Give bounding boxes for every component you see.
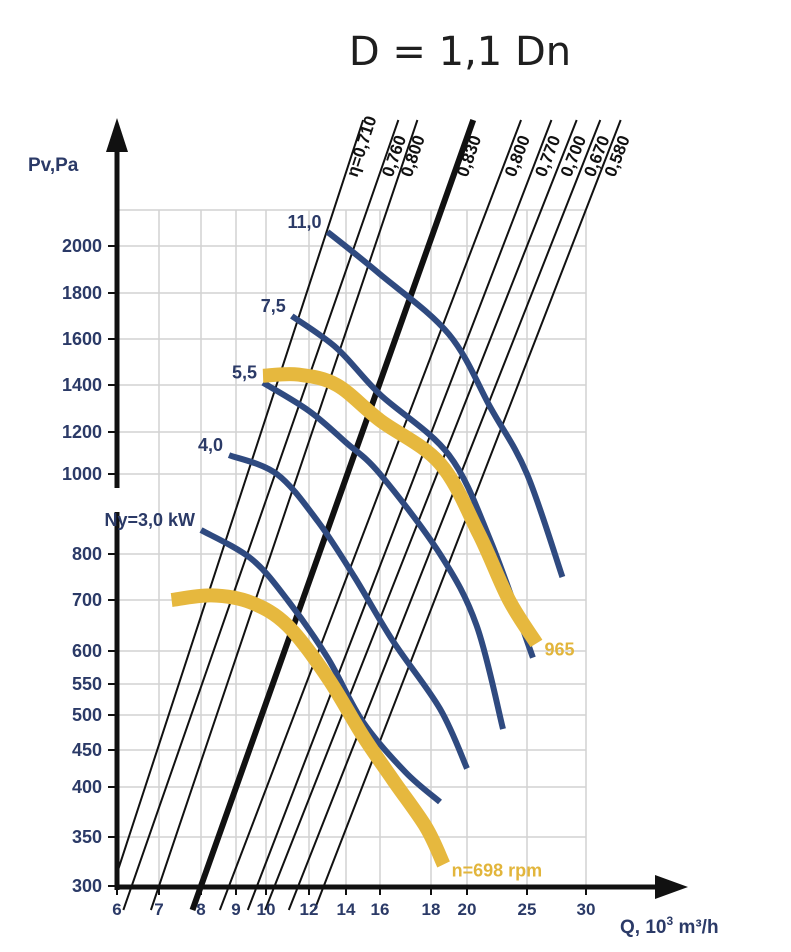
x-tick-label: 8 bbox=[196, 900, 205, 919]
x-tick-label: 10 bbox=[257, 900, 276, 919]
efficiency-line bbox=[264, 119, 578, 911]
power-curve-label: 11,0 bbox=[287, 212, 321, 232]
efficiency-line bbox=[287, 119, 602, 911]
grid bbox=[116, 209, 587, 887]
x-axis-label: Q, 103 m³/h bbox=[620, 914, 719, 938]
x-axis-label-main: Q, 10 bbox=[620, 917, 666, 938]
speed-curve bbox=[262, 367, 543, 648]
x-tick-labels: 6 7 8 9 10 12 14 16 18 20 25 30 bbox=[112, 900, 595, 919]
speed-curve bbox=[170, 588, 450, 868]
y-axis-label: Pv,Pa bbox=[28, 155, 79, 176]
efficiency-line bbox=[218, 119, 522, 911]
y-tick-label: 450 bbox=[72, 740, 102, 760]
power-curve-label: 7,5 bbox=[261, 296, 286, 316]
x-axis-label-sup: 3 bbox=[666, 914, 673, 928]
power-curve bbox=[261, 380, 506, 730]
curve-labels: 11,0 7,5 5,5 4,0 Ny=3,0 kW 965 n=698 rpm bbox=[104, 212, 574, 881]
y-tick-label: 1600 bbox=[62, 329, 102, 349]
y-tick-label: 1800 bbox=[62, 283, 102, 303]
power-curve-label: 5,5 bbox=[232, 363, 257, 383]
efficiency-line bbox=[189, 118, 477, 912]
power-curve bbox=[227, 452, 470, 770]
y-axis-arrow bbox=[106, 118, 128, 152]
y-tick-label: 1400 bbox=[62, 375, 102, 395]
x-axis-label-unit: m³/h bbox=[673, 917, 718, 938]
power-curve bbox=[290, 313, 536, 659]
x-tick-label: 6 bbox=[112, 900, 121, 919]
axes bbox=[106, 118, 688, 899]
y-tick-label: 550 bbox=[72, 674, 102, 694]
y-tick-label: 800 bbox=[72, 544, 102, 564]
chart-title: D = 1,1 Dn bbox=[349, 29, 571, 75]
x-tick-label: 25 bbox=[518, 900, 537, 919]
y-tick-label: 350 bbox=[72, 827, 102, 847]
y-tick-label: 1200 bbox=[62, 422, 102, 442]
x-tick-label: 7 bbox=[154, 900, 163, 919]
x-tick-label: 12 bbox=[300, 900, 319, 919]
x-tick-label: 9 bbox=[231, 900, 240, 919]
efficiency-line bbox=[116, 119, 365, 874]
power-curve-label: 4,0 bbox=[198, 435, 223, 455]
y-tick-label: 500 bbox=[72, 705, 102, 725]
y-tick-label: 400 bbox=[72, 777, 102, 797]
x-tick-label: 18 bbox=[422, 900, 441, 919]
power-curves bbox=[199, 229, 566, 805]
y-tick-label: 300 bbox=[72, 876, 102, 896]
efficiency-label: η=0,710 bbox=[343, 114, 381, 180]
efficiency-label: 0,800 bbox=[501, 133, 534, 180]
x-tick-label: 30 bbox=[577, 900, 596, 919]
y-tick-labels: 300 350 400 450 500 550 600 700 800 1000 1200 1400 1… bbox=[62, 236, 102, 896]
speed-curve-label: n=698 rpm bbox=[452, 860, 543, 880]
speed-curves bbox=[170, 367, 543, 868]
y-tick-label: 1000 bbox=[62, 464, 102, 484]
x-tick-label: 20 bbox=[458, 900, 477, 919]
x-tick-label: 16 bbox=[371, 900, 390, 919]
x-axis-arrow bbox=[655, 875, 688, 899]
speed-curve-label: 965 bbox=[544, 639, 574, 659]
x-tick-label: 14 bbox=[337, 900, 356, 919]
power-curve bbox=[325, 229, 566, 578]
efficiency-line bbox=[246, 119, 553, 911]
y-tick-label: 600 bbox=[72, 641, 102, 661]
efficiency-line bbox=[149, 119, 419, 911]
power-curve bbox=[199, 527, 442, 805]
y-tick-label: 2000 bbox=[62, 236, 102, 256]
y-tick-label: 700 bbox=[72, 590, 102, 610]
y-axis-gap bbox=[112, 488, 122, 512]
power-curve-label: Ny=3,0 kW bbox=[104, 510, 195, 530]
